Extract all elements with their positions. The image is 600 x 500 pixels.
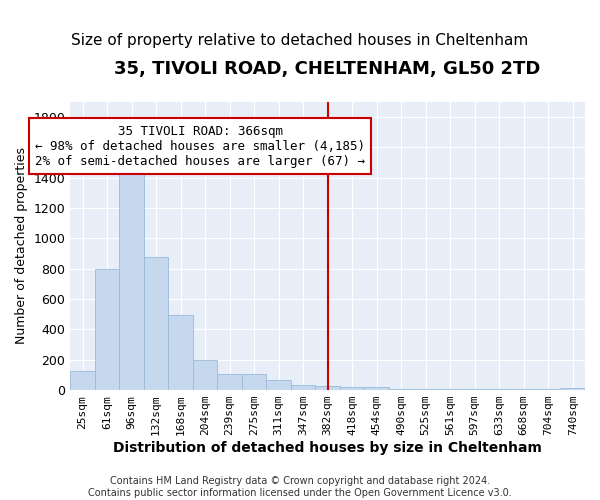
Bar [193, 360, 217, 390]
Bar [119, 166, 144, 390]
Text: Size of property relative to detached houses in Cheltenham: Size of property relative to detached ho… [71, 32, 529, 48]
Bar [316, 386, 340, 390]
Text: 35 TIVOLI ROAD: 366sqm
← 98% of detached houses are smaller (4,185)
2% of semi-d: 35 TIVOLI ROAD: 366sqm ← 98% of detached… [35, 124, 365, 168]
Text: Contains HM Land Registry data © Crown copyright and database right 2024.
Contai: Contains HM Land Registry data © Crown c… [88, 476, 512, 498]
Bar [242, 374, 266, 390]
Bar [95, 268, 119, 390]
Bar [560, 388, 585, 390]
Bar [266, 380, 291, 390]
X-axis label: Distribution of detached houses by size in Cheltenham: Distribution of detached houses by size … [113, 441, 542, 455]
Title: 35, TIVOLI ROAD, CHELTENHAM, GL50 2TD: 35, TIVOLI ROAD, CHELTENHAM, GL50 2TD [115, 60, 541, 78]
Bar [291, 385, 316, 390]
Bar [144, 256, 169, 390]
Bar [70, 371, 95, 390]
Bar [413, 389, 438, 390]
Bar [364, 388, 389, 390]
Bar [389, 389, 413, 390]
Bar [169, 315, 193, 390]
Y-axis label: Number of detached properties: Number of detached properties [15, 148, 28, 344]
Bar [217, 374, 242, 390]
Bar [340, 386, 364, 390]
